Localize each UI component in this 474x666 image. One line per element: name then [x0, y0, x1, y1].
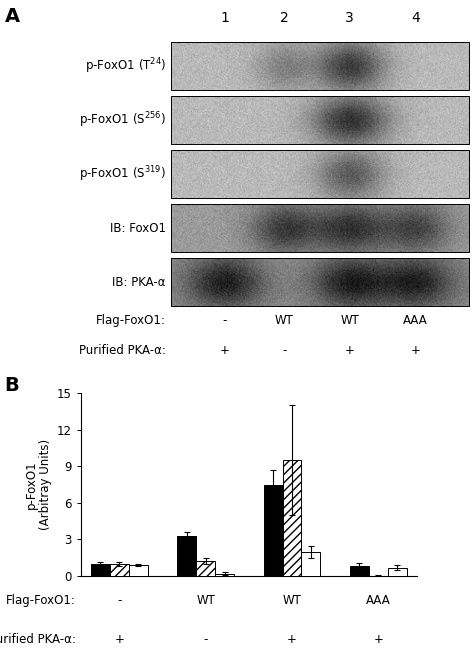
Text: Flag-FoxO1:: Flag-FoxO1:	[6, 594, 76, 607]
Bar	[301, 551, 320, 576]
Text: -: -	[282, 344, 286, 357]
Bar	[388, 567, 407, 576]
Text: WT: WT	[283, 594, 301, 607]
Text: Purified PKA-α:: Purified PKA-α:	[0, 633, 76, 646]
Bar	[171, 151, 469, 198]
Bar	[171, 43, 469, 90]
Text: Flag-FoxO1:: Flag-FoxO1:	[96, 314, 166, 326]
Text: -: -	[222, 314, 227, 326]
Bar	[350, 566, 369, 576]
Text: 3: 3	[346, 11, 354, 25]
Text: +: +	[410, 344, 420, 357]
Text: AAA: AAA	[403, 314, 428, 326]
Text: -: -	[203, 633, 208, 646]
Text: 2: 2	[280, 11, 289, 25]
Bar	[264, 485, 283, 576]
Text: +: +	[115, 633, 124, 646]
Text: 1: 1	[220, 11, 229, 25]
Bar	[177, 535, 196, 576]
Text: A: A	[5, 7, 20, 26]
Text: IB: FoxO1: IB: FoxO1	[110, 222, 166, 234]
Bar	[171, 97, 469, 144]
Text: Purified PKA-α:: Purified PKA-α:	[79, 344, 166, 357]
Bar	[91, 564, 110, 576]
Text: +: +	[374, 633, 383, 646]
Bar	[171, 258, 469, 306]
Text: B: B	[5, 376, 19, 396]
Bar	[196, 561, 215, 576]
Text: p-FoxO1 (T$^{24}$): p-FoxO1 (T$^{24}$)	[84, 57, 166, 76]
Text: WT: WT	[274, 314, 293, 326]
Text: WT: WT	[196, 594, 215, 607]
Text: AAA: AAA	[366, 594, 391, 607]
Bar	[110, 564, 129, 576]
Text: -: -	[117, 594, 122, 607]
Bar	[129, 565, 148, 576]
Text: 4: 4	[411, 11, 420, 25]
Bar	[283, 460, 301, 576]
Y-axis label: p-FoxO1
(Arbitray Units): p-FoxO1 (Arbitray Units)	[24, 439, 53, 530]
Text: IB: PKA-α: IB: PKA-α	[112, 276, 166, 288]
Text: +: +	[287, 633, 297, 646]
Text: +: +	[219, 344, 229, 357]
Text: p-FoxO1 (S$^{319}$): p-FoxO1 (S$^{319}$)	[79, 165, 166, 184]
Text: p-FoxO1 (S$^{256}$): p-FoxO1 (S$^{256}$)	[79, 111, 166, 130]
Bar	[215, 573, 234, 576]
Text: WT: WT	[340, 314, 359, 326]
Bar	[171, 204, 469, 252]
Text: +: +	[345, 344, 355, 357]
